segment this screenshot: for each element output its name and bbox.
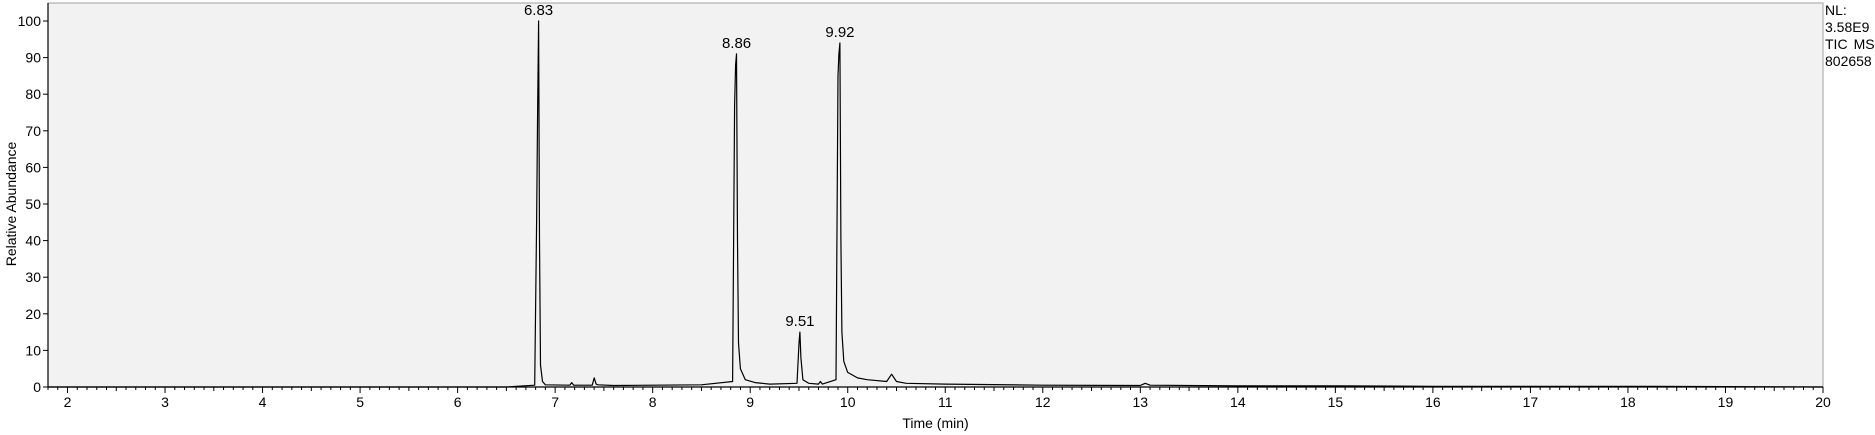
plot-area	[47, 2, 1824, 388]
x-tick-label: 3	[161, 394, 169, 410]
x-tick-label: 14	[1230, 394, 1246, 410]
y-tick-label: 90	[25, 50, 41, 66]
y-tick-label: 70	[25, 123, 41, 139]
peak-label: 9.51	[785, 313, 814, 330]
tic-trace-line	[48, 20, 1824, 388]
y-tick-label: 100	[18, 13, 42, 29]
sample-id: 802658	[1825, 53, 1872, 69]
x-tick-label: 19	[1718, 394, 1734, 410]
x-tick-label: 16	[1425, 394, 1441, 410]
y-axis-ticks: 0 10 20 30 40 50 60 70 80 90 100	[18, 13, 48, 395]
y-tick-label: 80	[25, 86, 41, 102]
y-tick-label: 60	[25, 159, 41, 175]
y-tick-label: 30	[25, 269, 41, 285]
trace-type-line: TIC MS	[1825, 36, 1875, 53]
x-tick-label: 6	[454, 394, 462, 410]
y-tick-label: 20	[25, 306, 41, 322]
trace-type: TIC	[1825, 36, 1848, 52]
peak-label: 9.92	[825, 24, 854, 41]
x-tick-label: 13	[1133, 394, 1149, 410]
nl-label: NL:	[1825, 2, 1847, 18]
x-tick-label: 20	[1815, 394, 1831, 410]
peak-label: 6.83	[524, 2, 553, 19]
x-tick-label: 15	[1328, 394, 1344, 410]
y-tick-label: 50	[25, 196, 41, 212]
x-tick-label: 18	[1620, 394, 1636, 410]
peak-labels: 6.83 8.86 9.51 9.92	[524, 2, 855, 330]
x-tick-label: 8	[649, 394, 657, 410]
y-axis-title: Relative Abundance	[3, 142, 19, 267]
y-tick-label: 40	[25, 233, 41, 249]
x-tick-label: 17	[1523, 394, 1539, 410]
x-axis-ticks: 2 3 4 5 6 7 8 9 10 11 12 13 14 15 16 17 18 19 20	[47, 387, 1831, 410]
x-tick-label: 2	[64, 394, 72, 410]
ms-label: MS	[1853, 36, 1875, 52]
nl-value: 3.58E9	[1825, 19, 1870, 35]
x-axis-title: Time (min)	[902, 415, 968, 431]
y-tick-label: 10	[25, 342, 41, 358]
x-tick-label: 5	[356, 394, 364, 410]
y-tick-label: 0	[33, 379, 41, 395]
x-tick-label: 12	[1035, 394, 1051, 410]
x-tick-label: 11	[938, 394, 953, 410]
peak-label: 8.86	[722, 35, 751, 52]
x-tick-label: 10	[840, 394, 856, 410]
x-tick-label: 7	[551, 394, 559, 410]
x-tick-label: 4	[259, 394, 267, 410]
trace-info-panel: NL: 3.58E9 TIC MS 802658	[1825, 2, 1875, 70]
x-tick-label: 9	[746, 394, 754, 410]
